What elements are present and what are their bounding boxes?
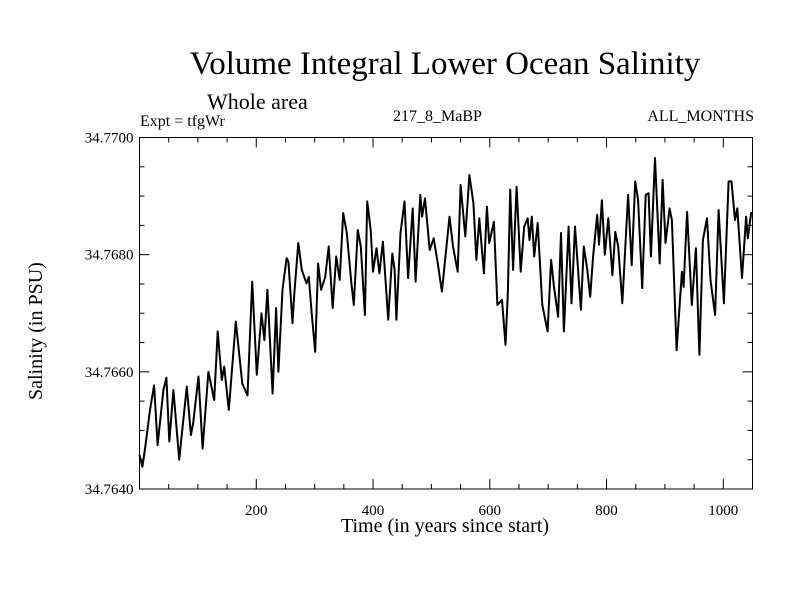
series-line-salinity <box>138 157 753 468</box>
chart-title: Volume Integral Lower Ocean Salinity <box>189 46 701 82</box>
y-tick-label: 34.7640 <box>85 482 134 498</box>
run-label: 217_8_MaBP <box>393 108 482 125</box>
period-label: ALL_MONTHS <box>647 108 754 125</box>
plot-frame <box>139 137 753 490</box>
chart-subtitle: Whole area <box>207 89 308 114</box>
x-axis-label: Time (in years since start) <box>340 515 550 537</box>
x-tick-label: 800 <box>595 503 618 519</box>
experiment-label: Expt = tfgWr <box>140 113 225 130</box>
x-tick-label: 400 <box>362 503 385 519</box>
x-tick-label: 1000 <box>708 503 738 519</box>
x-tick-label: 200 <box>245 503 268 519</box>
axis-ticks <box>139 137 753 489</box>
y-tick-label: 34.7700 <box>85 131 134 147</box>
y-tick-label: 34.7680 <box>85 248 134 264</box>
tick-labels: 200 400 600 800 1000 34.7640 34.7660 34.7680 34.… <box>85 131 739 520</box>
y-tick-label: 34.7660 <box>85 365 134 381</box>
x-tick-label: 600 <box>479 503 502 519</box>
